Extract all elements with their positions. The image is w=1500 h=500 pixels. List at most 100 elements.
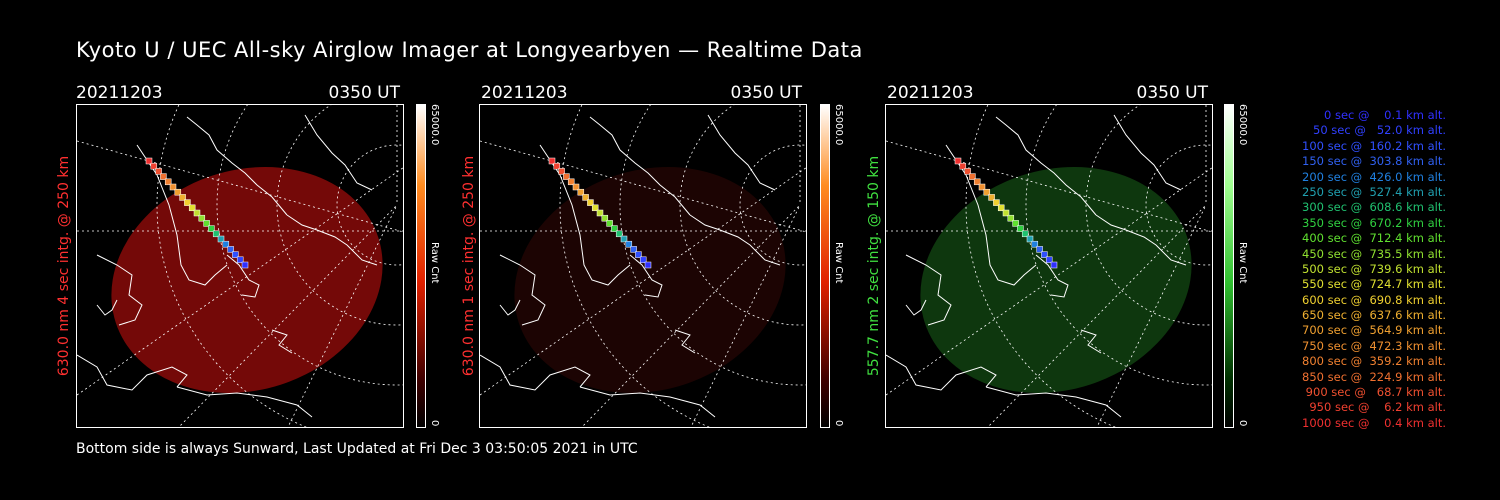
trajectory-point [174, 188, 182, 196]
legend-item: 350 sec @ 670.2 km alt. [1298, 215, 1446, 230]
grid-circle [1085, 105, 1212, 326]
trajectory-point [988, 194, 995, 201]
legend-item: 750 sec @ 472.3 km alt. [1298, 338, 1446, 353]
coastline [589, 116, 691, 216]
coastline [886, 354, 997, 391]
trajectory-point [567, 178, 575, 186]
panel-2-date: 20211203 [481, 83, 568, 103]
trajectory-point [1050, 261, 1058, 269]
coastline [905, 254, 952, 326]
trajectory-point [553, 162, 561, 170]
coastline [1095, 214, 1187, 266]
panel-2-image [479, 104, 807, 428]
trajectory-point [198, 214, 206, 222]
trajectory-point [1026, 235, 1034, 243]
panel-1-cbar-unit: Raw Cnt [429, 242, 440, 284]
trajectory-point [222, 240, 230, 248]
grid-meridian [1096, 204, 1207, 427]
trajectory-point [630, 246, 637, 253]
panel-2-cbar-unit: Raw Cnt [833, 242, 844, 284]
grid-circle [216, 105, 403, 386]
grid-meridian [987, 204, 1207, 427]
coastline [539, 144, 631, 286]
panel-3-map [886, 105, 1212, 427]
panel-3-image [885, 104, 1213, 428]
trajectory-point [241, 261, 249, 269]
coastline [689, 214, 781, 266]
airglow-region [514, 167, 786, 393]
trajectory-point [208, 225, 215, 232]
panel-2-map [480, 105, 806, 427]
trajectory-point [606, 220, 613, 227]
trajectory-point [1012, 220, 1019, 227]
trajectory-point [184, 199, 191, 206]
panel-2-side-label-text: 630.0 nm 1 sec intg. @ 250 km [461, 155, 477, 377]
panel-1-time: 0350 UT [328, 83, 401, 103]
legend-item: 800 sec @ 359.2 km alt. [1298, 354, 1446, 369]
legend-item: 300 sec @ 608.6 km alt. [1298, 200, 1446, 215]
trajectory-point [973, 178, 981, 186]
coastline [499, 299, 521, 316]
trajectory-point [160, 173, 167, 180]
trajectory-point [577, 188, 585, 196]
legend-item: 250 sec @ 527.4 km alt. [1298, 184, 1446, 199]
trajectory-point [615, 230, 623, 238]
panel-3-side-label-text: 557.7 nm 2 sec intg. @ 150 km [866, 155, 882, 377]
panel-1-side-label: 630.0 nm 4 sec intg. @ 250 km [54, 104, 74, 428]
grid-meridian [690, 204, 801, 427]
trajectory-point [611, 225, 618, 232]
coastline [96, 299, 118, 316]
trajectory-point [587, 199, 594, 206]
grid-circle [1025, 105, 1212, 386]
grid-circle [619, 105, 806, 386]
trajectory-point [232, 251, 239, 258]
trajectory-point [572, 183, 580, 191]
trajectory-point [155, 168, 162, 175]
panel-1-side-label-text: 630.0 nm 4 sec intg. @ 250 km [56, 155, 72, 377]
page-title: Kyoto U / UEC All-sky Airglow Imager at … [76, 38, 863, 62]
legend-item: 450 sec @ 735.5 km alt. [1298, 246, 1446, 261]
legend-item: 200 sec @ 426.0 km alt. [1298, 169, 1446, 184]
panel-1-image [76, 104, 404, 428]
legend-item: 550 sec @ 724.7 km alt. [1298, 277, 1446, 292]
coastline [286, 214, 378, 266]
trajectory-point [164, 178, 172, 186]
trajectory-point [563, 173, 570, 180]
trajectory-point [548, 157, 556, 165]
panel-3-cbar-min: 0 [1237, 420, 1248, 427]
trajectory-point [188, 204, 196, 212]
trajectory-point [1045, 256, 1053, 264]
panel-1-map [77, 105, 403, 427]
trajectory-point [591, 204, 599, 212]
trajectory-point [601, 214, 609, 222]
trajectory-point [1017, 225, 1024, 232]
legend-item: 600 sec @ 690.8 km alt. [1298, 292, 1446, 307]
trajectory-point [179, 194, 186, 201]
trajectory-point [964, 168, 971, 175]
panel-1-cbar-max: 65000.0 [429, 104, 440, 146]
trajectory-point [582, 194, 589, 201]
trajectory-point [625, 240, 633, 248]
coastline [985, 386, 1122, 418]
panel-3-side-label: 557.7 nm 2 sec intg. @ 150 km [864, 104, 884, 428]
trajectory-point [558, 168, 565, 175]
grid-meridian [287, 204, 398, 427]
grid-meridian [480, 167, 806, 396]
panel-2-side-label: 630.0 nm 1 sec intg. @ 250 km [459, 104, 479, 428]
panel-3-colorbar [1224, 104, 1234, 428]
trajectory-point [635, 251, 642, 258]
panel-2-cbar-min: 0 [833, 420, 844, 427]
grid-meridian [886, 167, 1212, 396]
trajectory-point [193, 209, 201, 217]
legend-item: 650 sec @ 637.6 km alt. [1298, 308, 1446, 323]
coastline [77, 354, 188, 391]
coastline [1080, 329, 1102, 354]
coastline [304, 114, 373, 191]
trajectory-point [644, 261, 652, 269]
trajectory-point [1036, 246, 1043, 253]
trajectory-point [203, 220, 210, 227]
trajectory-point [983, 188, 991, 196]
coastline [629, 254, 663, 298]
trajectory-point [997, 204, 1005, 212]
coastline [136, 144, 228, 286]
